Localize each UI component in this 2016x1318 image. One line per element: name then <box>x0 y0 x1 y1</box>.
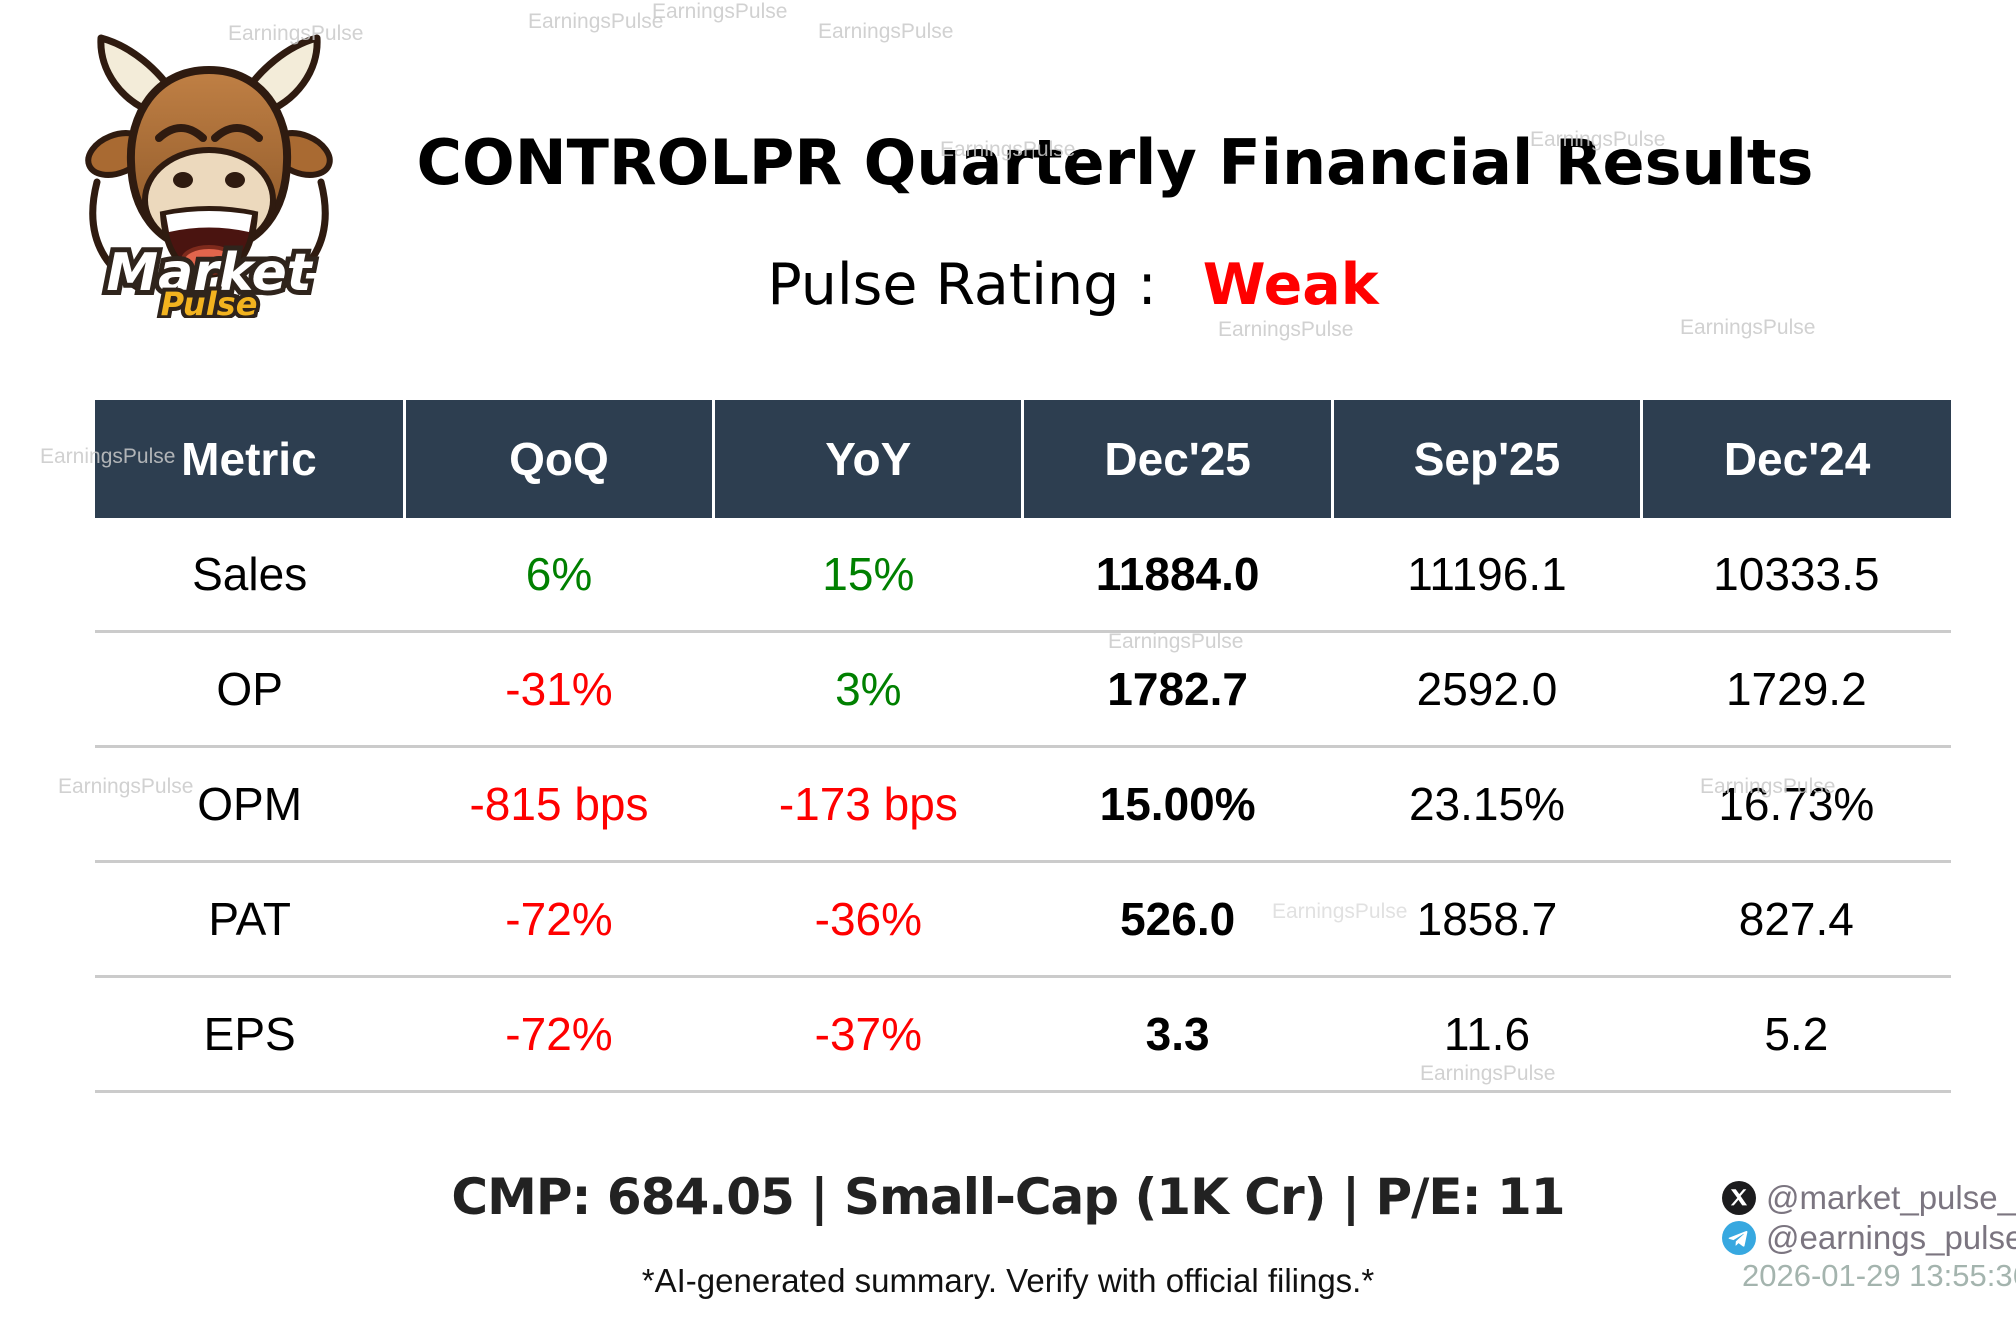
bull-mascot-icon: Market Pulse <box>85 34 333 327</box>
table-row-eps: EPS -72% -37% 3.3 11.6 5.2 <box>95 976 1951 1093</box>
value-cell: 15.00% <box>1022 746 1333 863</box>
financial-results-table: Metric QoQ YoY Dec'25 Sep'25 Dec'24 Sale… <box>95 400 1951 1093</box>
value-cell: -36% <box>713 861 1023 978</box>
value-cell: 2592.0 <box>1332 631 1642 748</box>
value-cell: 11884.0 <box>1022 518 1333 633</box>
ai-disclaimer: *AI-generated summary. Verify with offic… <box>641 1262 1375 1299</box>
value-cell: 3.3 <box>1022 976 1333 1093</box>
telegram-handle-text: @earnings_pulse <box>1766 1219 2016 1256</box>
cmp-summary: CMP: 684.05 | Small-Cap (1K Cr) | P/E: 1… <box>451 1168 1565 1226</box>
metric-cell: OP <box>95 631 405 748</box>
value-cell: 5.2 <box>1641 976 1951 1093</box>
page-title: CONTROLPR Quarterly Financial Results <box>416 126 1814 199</box>
value-cell: 526.0 <box>1022 861 1333 978</box>
value-cell: 827.4 <box>1641 861 1951 978</box>
table-row-op: OP -31% 3% 1782.7 2592.0 1729.2 <box>95 631 1951 748</box>
x-handle-row: @market_pulse_ai <box>1722 1178 2016 1218</box>
watermark-text: EarningsPulse <box>652 0 788 23</box>
x-handle-text: @market_pulse_ai <box>1766 1179 2016 1216</box>
table-header-row: Metric QoQ YoY Dec'25 Sep'25 Dec'24 <box>95 400 1951 518</box>
value-cell: -173 bps <box>713 746 1023 863</box>
telegram-handle-row: @earnings_pulse <box>1722 1218 2016 1258</box>
watermark-text: EarningsPulse <box>1680 316 1816 339</box>
column-header-sep25: Sep'25 <box>1330 400 1642 518</box>
value-cell: 23.15% <box>1332 746 1642 863</box>
value-cell: 11.6 <box>1332 976 1642 1093</box>
table-row-pat: PAT -72% -36% 526.0 1858.7 827.4 <box>95 861 1951 978</box>
metric-cell: OPM <box>95 746 405 863</box>
value-cell: 16.73% <box>1641 746 1951 863</box>
pulse-rating-label: Pulse Rating : <box>767 252 1157 318</box>
market-pulse-logo: Market Pulse <box>58 22 360 327</box>
metric-cell: EPS <box>95 976 405 1093</box>
value-cell: 6% <box>404 518 714 633</box>
column-header-yoy: YoY <box>712 400 1023 518</box>
social-handles: @market_pulse_ai @earnings_pulse <box>1722 1178 2016 1258</box>
logo-text-market: Market <box>106 243 313 303</box>
watermark-text: EarningsPulse <box>1218 318 1354 341</box>
column-header-metric: Metric <box>95 400 405 518</box>
x-twitter-icon <box>1722 1181 1756 1215</box>
value-cell: 3% <box>713 631 1023 748</box>
metric-cell: Sales <box>95 518 405 633</box>
value-cell: 10333.5 <box>1641 518 1951 633</box>
value-cell: 1782.7 <box>1022 631 1333 748</box>
column-header-qoq: QoQ <box>402 400 714 518</box>
value-cell: -31% <box>404 631 714 748</box>
value-cell: -815 bps <box>404 746 714 863</box>
value-cell: -37% <box>713 976 1023 1093</box>
watermark-text: EarningsPulse <box>528 10 664 33</box>
value-cell: -72% <box>404 861 714 978</box>
pulse-rating-value: Weak <box>1202 252 1379 318</box>
metric-cell: PAT <box>95 861 405 978</box>
table-row-sales: Sales 6% 15% 11884.0 11196.1 10333.5 <box>95 518 1951 633</box>
watermark-text: EarningsPulse <box>818 20 954 43</box>
pulse-rating-line: Pulse Rating : Weak <box>115 252 2016 318</box>
timestamp: 2026-01-29 13:55:36 <box>1742 1258 2016 1293</box>
column-header-dec25: Dec'25 <box>1021 400 1333 518</box>
table-row-opm: OPM -815 bps -173 bps 15.00% 23.15% 16.7… <box>95 746 1951 863</box>
value-cell: 11196.1 <box>1332 518 1642 633</box>
value-cell: 15% <box>713 518 1023 633</box>
value-cell: 1729.2 <box>1641 631 1951 748</box>
column-header-dec24: Dec'24 <box>1640 400 1951 518</box>
value-cell: 1858.7 <box>1332 861 1642 978</box>
telegram-icon <box>1722 1221 1756 1255</box>
value-cell: -72% <box>404 976 714 1093</box>
